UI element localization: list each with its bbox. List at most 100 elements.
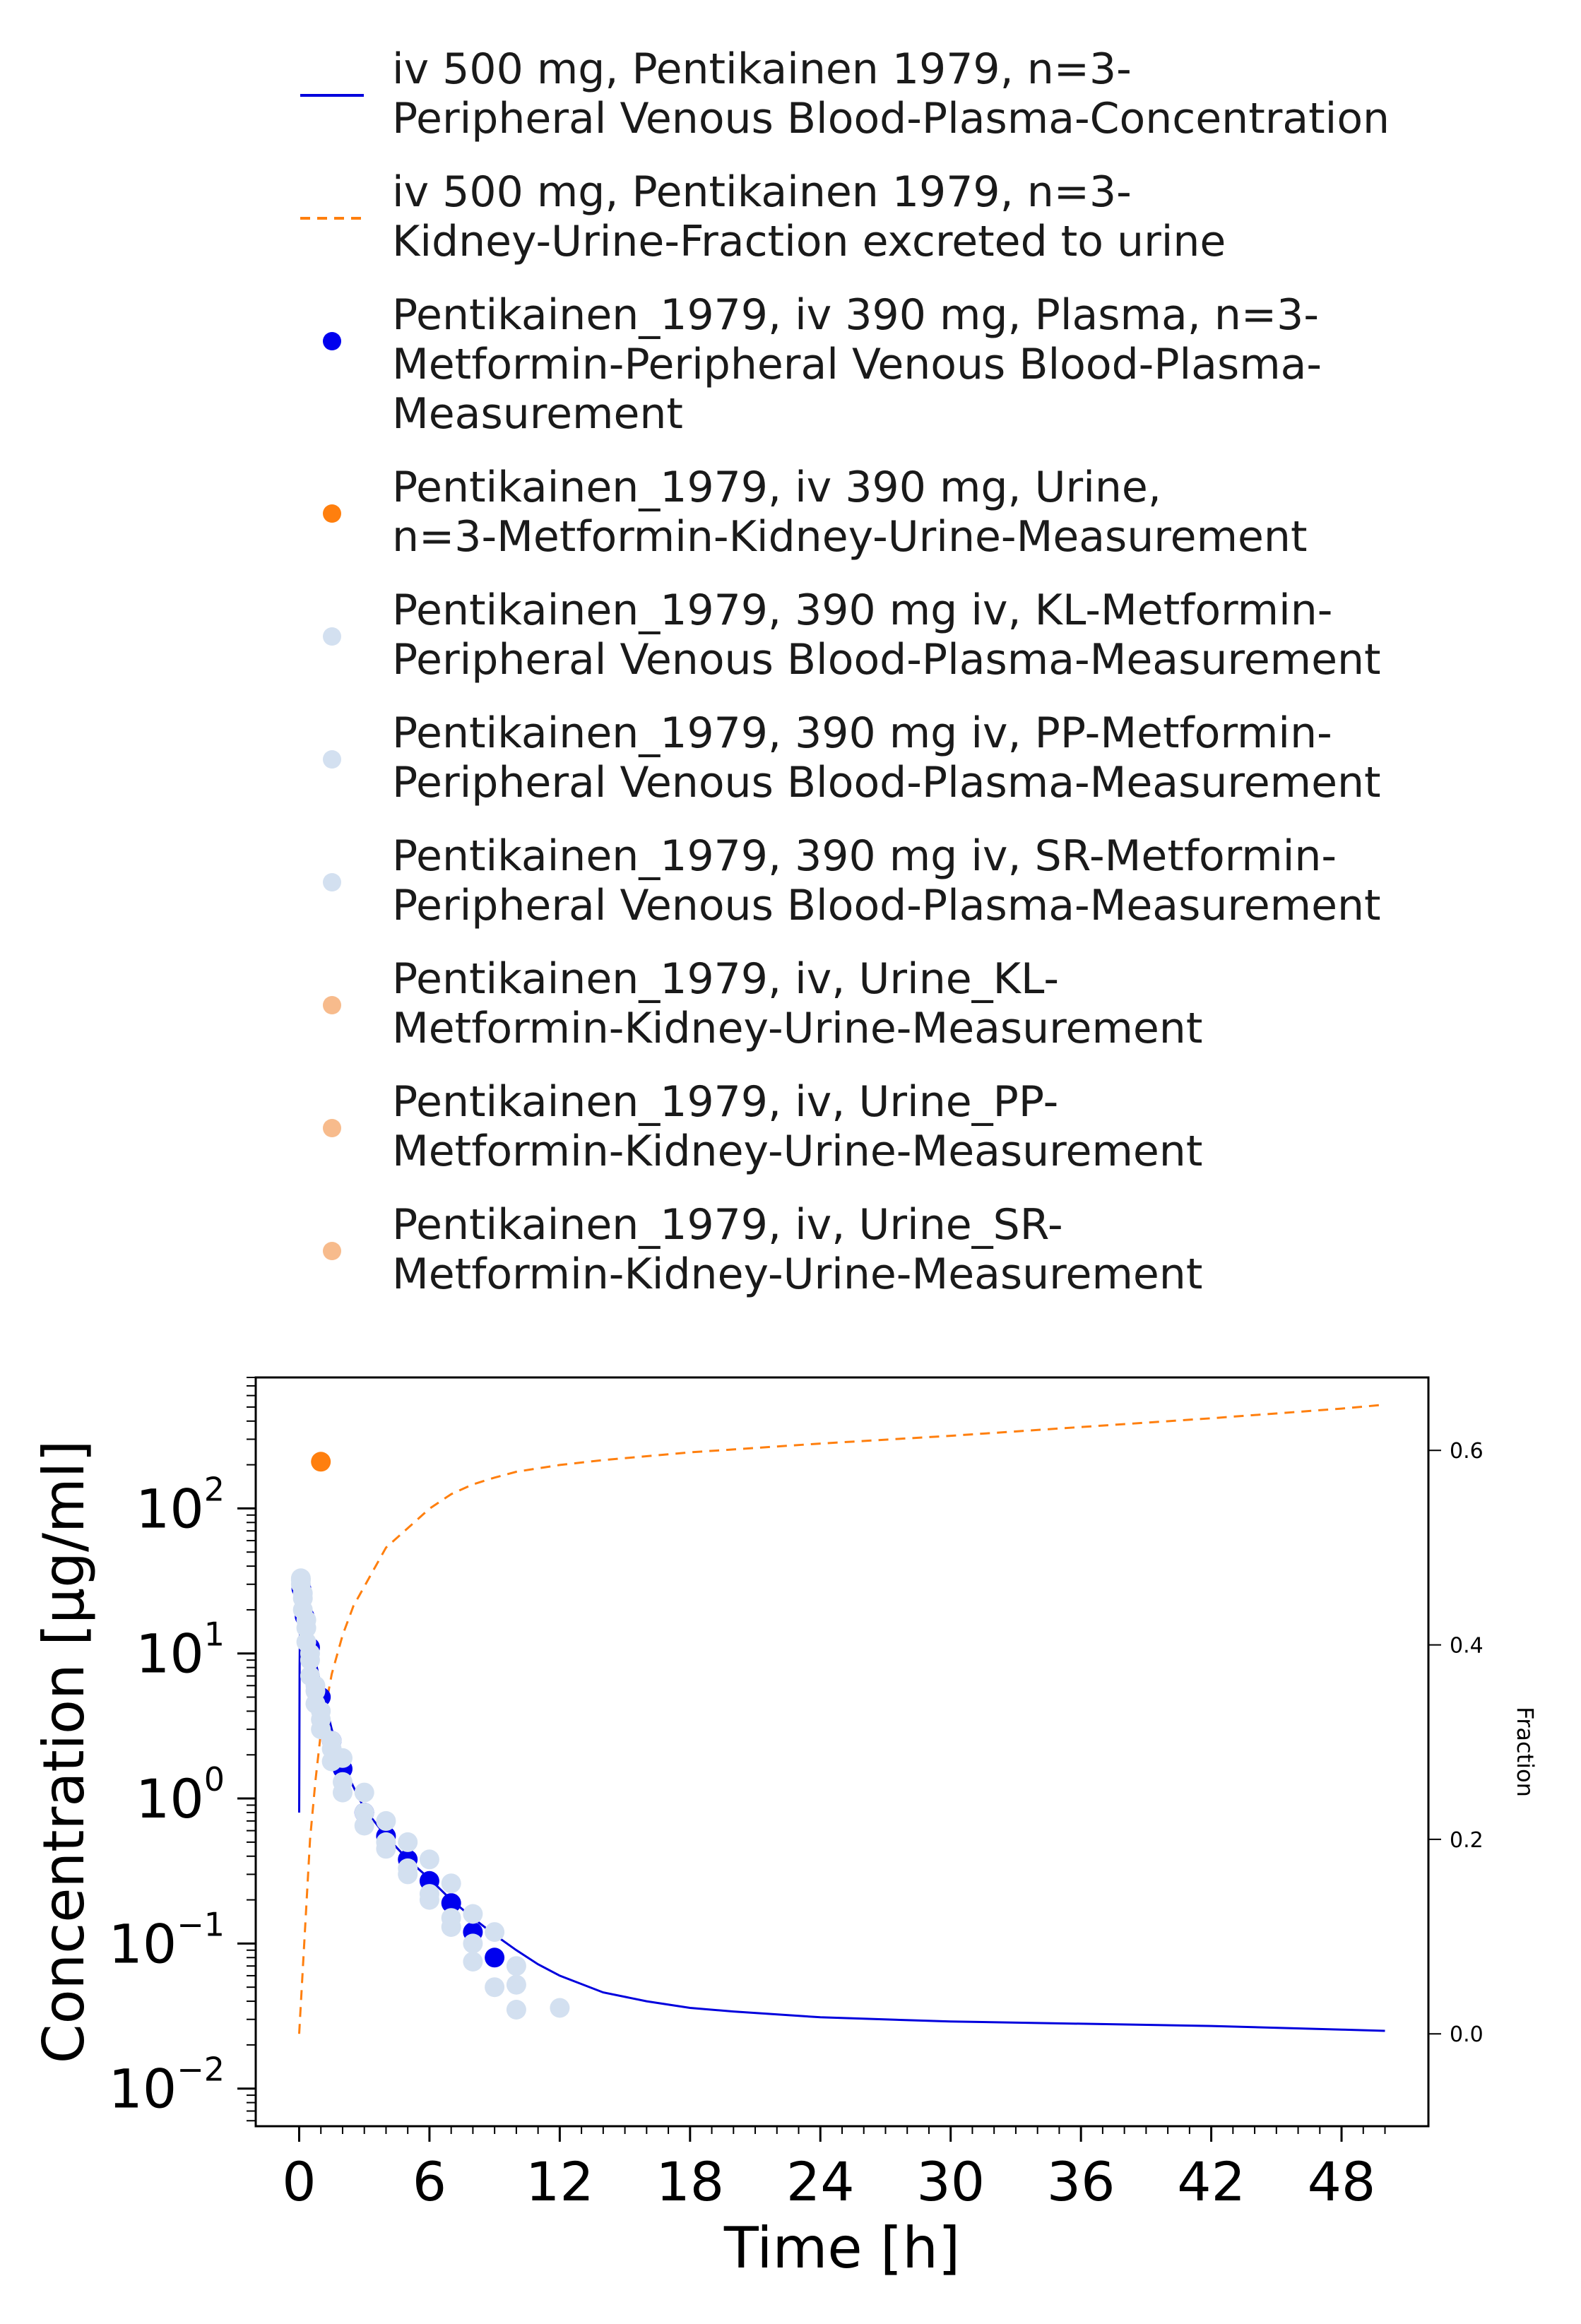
data-point-series-6 [292, 1583, 313, 1603]
data-point-series-2 [485, 1947, 505, 1968]
data-point-series-6 [506, 1956, 526, 1976]
data-point-series-5 [506, 2000, 526, 2020]
legend-label: Pentikainen_1979, 390 mg iv, PP-Metformi… [392, 709, 1332, 758]
series-layer [290, 1404, 1385, 2034]
y2-tick-label: 0.0 [1450, 2022, 1484, 2047]
data-point-series-6 [300, 1643, 320, 1664]
x-tick-label: 48 [1308, 2150, 1376, 2213]
right-y-axis-label: Fraction [1512, 1707, 1539, 1797]
legend-label: n=3-Metformin-Kidney-Urine-Measurement [392, 512, 1307, 562]
y2-tick-label: 0.2 [1450, 1828, 1484, 1853]
x-tick-label: 0 [282, 2150, 316, 2213]
legend-label: Pentikainen_1979, iv, Urine_SR- [392, 1200, 1063, 1250]
legend-label: Pentikainen_1979, 390 mg iv, SR-Metformi… [392, 831, 1337, 881]
data-point-series-5 [463, 1952, 483, 1972]
y-tick-label: 101 [136, 1615, 225, 1685]
y-tick-label: 100 [136, 1760, 225, 1830]
legend-point-swatch [323, 504, 341, 523]
data-point-series-6 [354, 1782, 374, 1803]
legend-label: Pentikainen_1979, iv 390 mg, Urine, [392, 463, 1161, 512]
legend-point-swatch [323, 996, 341, 1014]
data-point-series-6 [376, 1810, 396, 1831]
legend-label: Peripheral Venous Blood-Plasma-Concentra… [392, 94, 1390, 143]
data-point-series-5 [398, 1864, 418, 1885]
y-tick-label: 10−2 [108, 2051, 225, 2121]
legend: iv 500 mg, Pentikainen 1979, n=3-Periphe… [300, 45, 1390, 1299]
legend-item: Pentikainen_1979, 390 mg iv, SR-Metformi… [323, 831, 1381, 930]
legend-label: Measurement [392, 389, 683, 439]
x-axis-label: Time [h] [723, 2215, 960, 2281]
data-point-series-5 [441, 1917, 461, 1937]
data-point-series-6 [485, 1922, 505, 1943]
legend-label: Pentikainen_1979, 390 mg iv, KL-Metformi… [392, 586, 1332, 635]
y2-tick-label: 0.6 [1450, 1439, 1484, 1464]
data-point-series-4 [463, 1933, 483, 1954]
data-point-series-3 [311, 1452, 331, 1472]
legend-item: Pentikainen_1979, iv, Urine_PP-Metformin… [323, 1077, 1202, 1176]
data-point-series-6 [419, 1849, 439, 1870]
y-axis-label: Concentration [µg/ml] [31, 1440, 97, 2064]
bottom-axis-ticks: 0 6 12 18 24 30 36 42 48 [282, 2126, 1386, 2213]
legend-label: Pentikainen_1979, iv, Urine_KL- [392, 954, 1059, 1004]
y2-tick-label: 0.4 [1450, 1634, 1484, 1659]
data-point-series-2 [441, 1893, 461, 1914]
legend-point-swatch [323, 750, 341, 769]
legend-item: Pentikainen_1979, iv, Urine_KL-Metformin… [323, 954, 1202, 1053]
data-point-series-5 [485, 1977, 505, 1998]
data-point-series-6 [398, 1832, 418, 1852]
x-tick-label: 24 [786, 2150, 855, 2213]
legend-item: Pentikainen_1979, iv 390 mg, Urine,n=3-M… [323, 463, 1307, 562]
legend-item: iv 500 mg, Pentikainen 1979, n=3-Kidney-… [300, 167, 1226, 266]
right-axis-ticks: 0.0 0.2 0.4 0.6 [1428, 1439, 1484, 2047]
legend-item: iv 500 mg, Pentikainen 1979, n=3-Periphe… [300, 45, 1390, 143]
data-point-series-6 [333, 1748, 353, 1768]
legend-label: Peripheral Venous Blood-Plasma-Measureme… [392, 635, 1381, 684]
data-point-series-6 [321, 1731, 342, 1751]
left-axis-ticks: 10−2 10−1 100 101 102 [108, 1377, 256, 2122]
data-point-series-6 [305, 1676, 326, 1696]
legend-label: Pentikainen_1979, iv 390 mg, Plasma, n=3… [392, 290, 1319, 340]
legend-label: Metformin-Peripheral Venous Blood-Plasma… [392, 340, 1322, 389]
x-tick-label: 18 [656, 2150, 724, 2213]
data-point-series-6 [463, 1904, 483, 1924]
y-tick-label: 102 [136, 1470, 225, 1540]
x-tick-label: 42 [1177, 2150, 1245, 2213]
legend-item: Pentikainen_1979, iv, Urine_SR-Metformin… [323, 1200, 1202, 1299]
legend-label: iv 500 mg, Pentikainen 1979, n=3- [392, 167, 1132, 217]
legend-label: Metformin-Kidney-Urine-Measurement [392, 1004, 1202, 1053]
x-tick-label: 30 [916, 2150, 985, 2213]
data-point-series-6 [441, 1873, 461, 1894]
legend-point-swatch [323, 873, 341, 891]
plot-frame [254, 1376, 1430, 2128]
legend-item: Pentikainen_1979, 390 mg iv, PP-Metformi… [323, 709, 1381, 807]
x-tick-label: 6 [413, 2150, 446, 2213]
x-tick-label: 12 [526, 2150, 594, 2213]
legend-item: Pentikainen_1979, 390 mg iv, KL-Metformi… [323, 586, 1381, 684]
legend-item: Pentikainen_1979, iv 390 mg, Plasma, n=3… [323, 290, 1322, 439]
x-tick-label: 36 [1047, 2150, 1115, 2213]
data-point-series-5 [419, 1890, 439, 1910]
data-point-series-5 [333, 1782, 353, 1803]
legend-label: iv 500 mg, Pentikainen 1979, n=3- [392, 45, 1132, 94]
fraction-excreted-line [298, 1404, 1385, 2034]
legend-label: Peripheral Venous Blood-Plasma-Measureme… [392, 758, 1381, 807]
plasma-concentration-line [298, 1595, 1385, 2032]
legend-label: Kidney-Urine-Fraction excreted to urine [392, 217, 1226, 266]
legend-label: Metformin-Kidney-Urine-Measurement [392, 1127, 1202, 1176]
legend-point-swatch [323, 332, 341, 350]
legend-label: Pentikainen_1979, iv, Urine_PP- [392, 1077, 1058, 1127]
data-point-series-5 [354, 1815, 374, 1836]
legend-point-swatch [323, 1242, 341, 1260]
legend-point-swatch [323, 1119, 341, 1137]
legend-point-swatch [323, 627, 341, 646]
data-point-series-6 [296, 1610, 316, 1630]
data-point-series-6 [290, 1568, 311, 1589]
data-point-series-4 [506, 1974, 526, 1995]
legend-label: Peripheral Venous Blood-Plasma-Measureme… [392, 881, 1381, 930]
y-tick-label: 10−1 [108, 1905, 225, 1975]
data-point-series-6 [550, 1998, 570, 2018]
data-point-series-6 [311, 1701, 331, 1721]
data-point-series-5 [376, 1839, 396, 1859]
